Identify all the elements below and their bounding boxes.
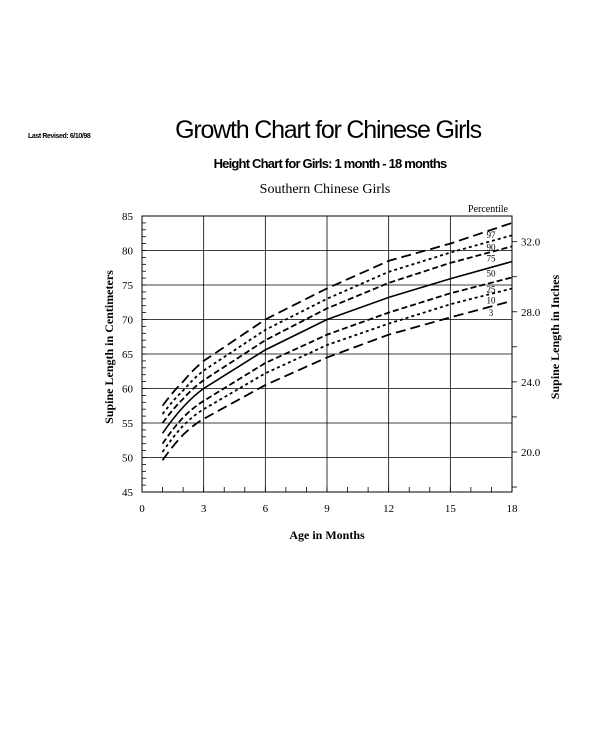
percentile-97-line bbox=[161, 222, 513, 407]
percentile-25-line bbox=[161, 276, 513, 445]
chart-axes bbox=[141, 215, 517, 493]
chart-labels: 0 3 6 9 12 15 18 45 50 55 60 65 70 75 80 85 20.0 24.0 28.0… bbox=[102, 204, 562, 542]
chart-series bbox=[161, 222, 513, 461]
last-revised-note: Last Revised: 6/10/98 bbox=[28, 133, 91, 140]
y2-tick-label: 32.0 bbox=[521, 237, 541, 249]
percentile-75-line bbox=[161, 245, 513, 424]
percentile-10-line bbox=[161, 287, 513, 453]
y-tick-label: 75 bbox=[122, 280, 134, 292]
percentile-3-line bbox=[161, 300, 513, 461]
y2-axis-title: Supine Length in Inches bbox=[548, 274, 562, 399]
page-subtitle: Height Chart for Girls: 1 month - 18 mon… bbox=[213, 156, 448, 171]
percentile-97-label: 97 bbox=[487, 230, 497, 240]
percentile-75-label: 75 bbox=[487, 254, 497, 264]
y-tick-label: 50 bbox=[122, 453, 134, 465]
x-tick-label: 0 bbox=[139, 503, 145, 515]
y2-tick-label: 20.0 bbox=[521, 447, 541, 459]
y-tick-label: 85 bbox=[122, 211, 134, 223]
x-tick-label: 18 bbox=[507, 503, 519, 515]
percentile-90-label: 90 bbox=[487, 243, 497, 253]
chart-title: Southern Chinese Girls bbox=[259, 182, 391, 197]
percentile-3-label: 3 bbox=[489, 308, 494, 318]
y-tick-label: 70 bbox=[122, 315, 134, 327]
y2-tick-label: 24.0 bbox=[521, 377, 541, 389]
y-tick-label: 55 bbox=[122, 418, 134, 430]
x-tick-label: 3 bbox=[201, 503, 207, 515]
y-tick-label: 45 bbox=[122, 487, 134, 499]
x-tick-label: 6 bbox=[263, 503, 269, 515]
x-axis-title: Age in Months bbox=[289, 528, 365, 542]
y-tick-label: 65 bbox=[122, 349, 134, 361]
y-tick-label: 80 bbox=[122, 246, 134, 258]
legend-title: Percentile bbox=[468, 204, 509, 215]
x-tick-label: 15 bbox=[445, 503, 457, 515]
x-tick-label: 12 bbox=[383, 503, 394, 515]
page-title: Growth Chart for Chinese Girls bbox=[175, 116, 482, 144]
chart-grid bbox=[142, 216, 512, 492]
x-tick-label: 9 bbox=[324, 503, 330, 515]
y-tick-label: 60 bbox=[122, 384, 134, 396]
percentile-10-label: 10 bbox=[487, 296, 497, 306]
percentile-90-line bbox=[161, 234, 513, 415]
percentile-25-label: 25 bbox=[487, 285, 497, 295]
y2-tick-label: 28.0 bbox=[521, 307, 541, 319]
percentile-50-label: 50 bbox=[487, 269, 497, 279]
percentile-50-line bbox=[161, 260, 513, 434]
y-axis-title: Supine Length in Centimeters bbox=[102, 270, 116, 424]
